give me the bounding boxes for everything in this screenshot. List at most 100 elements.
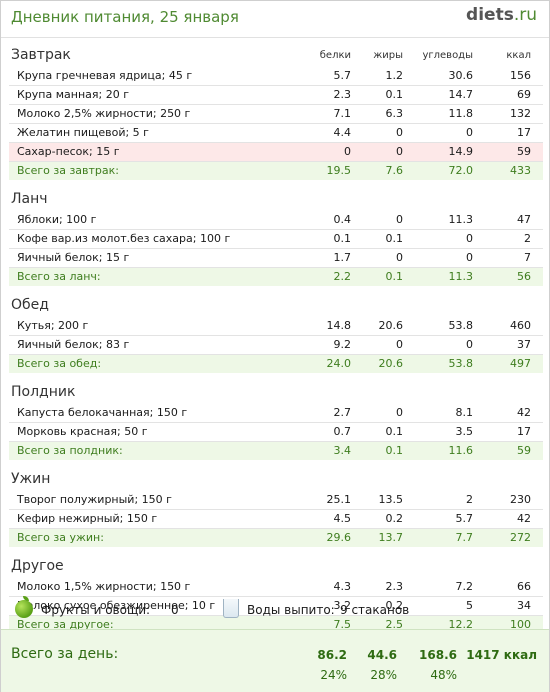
food-row[interactable]: Молоко 2,5% жирности; 250 г 7.1 6.3 11.8 132: [9, 105, 543, 124]
food-row[interactable]: Кофе вар.из молот.без сахара; 100 г 0.1 0.…: [9, 230, 543, 249]
food-kcal: 66: [517, 580, 531, 593]
food-carbs: 0: [466, 126, 473, 139]
total-protein: 2.2: [333, 270, 352, 283]
food-row[interactable]: Сахар-песок; 15 г 0 0 14.9 59: [9, 143, 543, 162]
food-kcal: 47: [517, 213, 531, 226]
meal-total-label: Всего за обед:: [17, 357, 102, 370]
meal-header: Ужин: [9, 469, 543, 491]
food-carbs: 0: [466, 251, 473, 264]
meal-section: Ланч Яблоки; 100 г 0.4 0 11.3 47 Кофе вар.из м…: [9, 189, 543, 286]
total-kcal: 497: [510, 357, 531, 370]
food-row[interactable]: Молоко 1,5% жирности; 150 г 4.3 2.3 7.2 66: [9, 578, 543, 597]
food-carbs: 53.8: [448, 319, 474, 332]
page-title: Дневник питания, 25 января: [11, 8, 239, 26]
meal-total-label: Всего за ужин:: [17, 531, 104, 544]
day-total-carbs-pct: 48%: [430, 668, 457, 682]
total-fat: 7.6: [385, 164, 404, 177]
total-kcal: 272: [510, 531, 531, 544]
meal-section: Обед Кутья; 200 г 14.8 20.6 53.8 460 Яичный бе…: [9, 295, 543, 373]
day-total-protein: 86.2: [317, 648, 347, 662]
food-row[interactable]: Яичный белок; 15 г 1.7 0 0 7: [9, 249, 543, 268]
food-fat: 0.2: [385, 512, 404, 525]
food-name: Яичный белок; 15 г: [17, 251, 130, 264]
food-protein: 4.3: [333, 580, 352, 593]
header: Дневник питания, 25 января diets.ru: [1, 1, 549, 38]
food-row[interactable]: Молоко сухое обезжиренное; 10 г 3.2 0.2 5 34: [9, 597, 543, 616]
food-carbs: 3.5: [455, 425, 474, 438]
food-carbs: 11.8: [448, 107, 474, 120]
column-header-protein: белки: [319, 50, 351, 61]
food-fat: 0: [396, 251, 403, 264]
meal-title: Завтрак: [11, 47, 71, 63]
total-protein: 3.4: [333, 444, 352, 457]
food-carbs: 0: [466, 338, 473, 351]
food-protein: 14.8: [326, 319, 352, 332]
day-total: Всего за день: 86.2 44.6 168.6 1417 ккал…: [1, 629, 549, 692]
total-kcal: 100: [510, 618, 531, 631]
meal-header: Обед: [9, 295, 543, 317]
food-fat: 0.2: [385, 599, 404, 612]
meals-list: Завтрак белки жиры углеводы ккал Крупа гречне…: [9, 45, 543, 643]
total-kcal: 59: [517, 444, 531, 457]
meal-total-row: Всего за ланч: 2.2 0.1 11.3 56: [9, 268, 543, 286]
food-row[interactable]: Кутья; 200 г 14.8 20.6 53.8 460: [9, 317, 543, 336]
food-fat: 0: [396, 406, 403, 419]
food-name: Яблоки; 100 г: [17, 213, 97, 226]
brand-logo[interactable]: diets.ru: [466, 5, 537, 25]
food-protein: 25.1: [326, 493, 352, 506]
food-row[interactable]: Крупа манная; 20 г 2.3 0.1 14.7 69: [9, 86, 543, 105]
food-protein: 7.1: [333, 107, 352, 120]
glass-icon: [223, 599, 239, 618]
total-kcal: 433: [510, 164, 531, 177]
total-fat: 0.1: [385, 270, 404, 283]
food-row[interactable]: Крупа гречневая ядрица; 45 г 5.7 1.2 30.6 15…: [9, 67, 543, 86]
day-total-fat: 44.6: [367, 648, 397, 662]
food-kcal: 69: [517, 88, 531, 101]
food-carbs: 5.7: [455, 512, 474, 525]
food-carbs: 14.7: [448, 88, 474, 101]
food-name: Творог полужирный; 150 г: [17, 493, 172, 506]
food-kcal: 42: [517, 406, 531, 419]
food-row[interactable]: Творог полужирный; 150 г 25.1 13.5 2 230: [9, 491, 543, 510]
food-fat: 0: [396, 126, 403, 139]
day-total-fat-pct: 28%: [370, 668, 397, 682]
food-name: Крупа манная; 20 г: [17, 88, 129, 101]
food-carbs: 0: [466, 232, 473, 245]
meal-header: Другое: [9, 556, 543, 578]
column-header-carbs: углеводы: [422, 50, 473, 61]
food-row[interactable]: Капуста белокачанная; 150 г 2.7 0 8.1 42: [9, 404, 543, 423]
food-fat: 20.6: [378, 319, 404, 332]
food-carbs: 11.3: [448, 213, 474, 226]
food-row[interactable]: Яичный белок; 83 г 9.2 0 0 37: [9, 336, 543, 355]
meal-total-label: Всего за завтрак:: [17, 164, 120, 177]
food-protein: 2.3: [333, 88, 352, 101]
brand-tld: .ru: [513, 5, 537, 25]
food-kcal: 37: [517, 338, 531, 351]
food-row[interactable]: Яблоки; 100 г 0.4 0 11.3 47: [9, 211, 543, 230]
total-kcal: 56: [517, 270, 531, 283]
food-row[interactable]: Морковь красная; 50 г 0.7 0.1 3.5 17: [9, 423, 543, 442]
food-fat: 0.1: [385, 88, 404, 101]
food-kcal: 2: [524, 232, 531, 245]
food-carbs: 2: [466, 493, 473, 506]
meal-total-label: Всего за полдник:: [17, 444, 123, 457]
food-protein: 0.7: [333, 425, 352, 438]
food-protein: 4.4: [333, 126, 352, 139]
food-carbs: 8.1: [455, 406, 474, 419]
food-kcal: 156: [510, 69, 531, 82]
total-carbs: 11.3: [448, 270, 474, 283]
meal-section: Завтрак белки жиры углеводы ккал Крупа гречне…: [9, 45, 543, 180]
food-carbs: 14.9: [448, 145, 474, 158]
food-row[interactable]: Кефир нежирный; 150 г 4.5 0.2 5.7 42: [9, 510, 543, 529]
food-name: Морковь красная; 50 г: [17, 425, 148, 438]
meal-total-row: Всего за завтрак: 19.5 7.6 72.0 433: [9, 162, 543, 180]
meal-section: Ужин Творог полужирный; 150 г 25.1 13.5 2 230…: [9, 469, 543, 547]
total-carbs: 7.7: [455, 531, 474, 544]
total-fat: 13.7: [378, 531, 404, 544]
food-row[interactable]: Желатин пищевой; 5 г 4.4 0 0 17: [9, 124, 543, 143]
food-fat: 0: [396, 145, 403, 158]
food-name: Молоко 2,5% жирности; 250 г: [17, 107, 191, 120]
day-total-protein-pct: 24%: [320, 668, 347, 682]
water-value: 9 стаканов: [340, 603, 410, 617]
